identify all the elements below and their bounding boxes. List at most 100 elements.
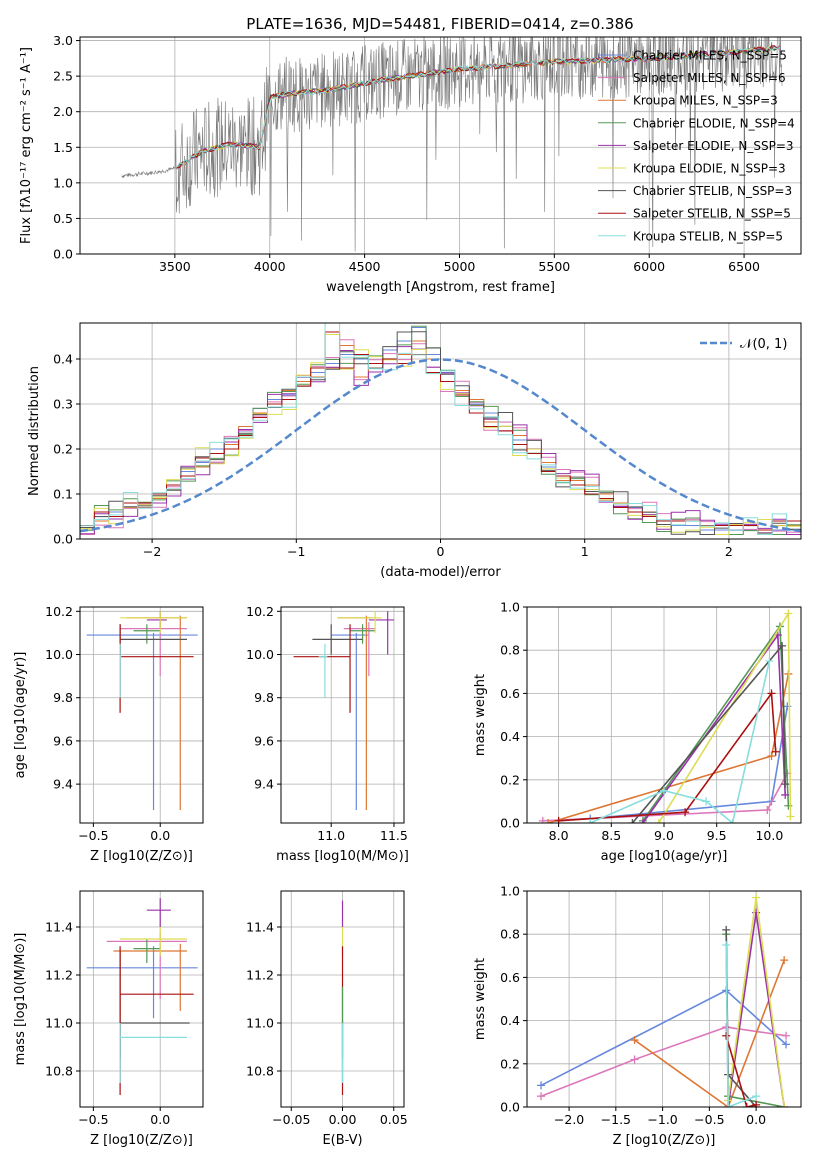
y-tick-label: 0.2	[500, 772, 520, 787]
y-tick-label: 2.0	[53, 104, 73, 119]
x-tick-label: −2.0	[554, 1112, 584, 1127]
weight-marker	[722, 1023, 731, 1032]
x-tick-label: −1.0	[647, 1112, 677, 1127]
y-tick-label: 1.5	[53, 140, 73, 155]
y-tick-label: 0.3	[53, 397, 73, 412]
y-tick-label: 11.0	[45, 1016, 73, 1031]
x-tick-label: 0	[437, 544, 445, 559]
x-tick-label: 8.0	[549, 828, 569, 843]
y-tick-label: 0.0	[53, 247, 73, 262]
x-tick-label: −0.5	[78, 828, 108, 843]
y-tick-label: 10.0	[246, 647, 274, 662]
axes-frame	[79, 36, 802, 255]
weight-line	[540, 1026, 787, 1097]
panel-3: 11.0 11.5 9.4 9.6 9.8 10.0 10.2 mass [log10(M/M…	[246, 604, 409, 864]
weight-marker	[630, 1055, 639, 1064]
grid-5	[80, 891, 203, 1107]
x-tick-label: −0.5	[694, 1112, 724, 1127]
legend: 𝒩(0, 1)	[700, 337, 787, 352]
weight-marker	[722, 941, 731, 949]
weight-line	[725, 1035, 757, 1107]
weight-marker	[765, 657, 774, 665]
y-tick-label: 9.4	[53, 777, 73, 792]
y-tick-label: 9.6	[254, 733, 274, 748]
panel-4: 8.0 8.5 9.0 9.5 10.0 0.0 0.2 0.4 0.6 0.8 1.0 age [l…	[473, 600, 802, 864]
weight-marker	[767, 689, 776, 698]
x-tick-label: 0.05	[380, 1112, 408, 1127]
legend-entry: Chabrier MILES, N_SSP=5	[633, 49, 787, 63]
plot-area-4	[538, 609, 795, 823]
weight-marker	[537, 1081, 546, 1090]
legend: Chabrier MILES, N_SSP=5 Salpeter MILES, N…	[598, 49, 795, 243]
x-tick-label: 9.0	[654, 828, 674, 843]
x-tick-label: 6500	[728, 259, 760, 274]
x-axis-label: (data-model)/error	[380, 565, 501, 580]
y-tick-label: 0.1	[53, 487, 73, 502]
weight-marker	[681, 808, 690, 817]
y-tick-label: 10.0	[45, 647, 73, 662]
weight-line	[547, 673, 790, 823]
legend-entry: Kroupa ELODIE, N_SSP=3	[633, 162, 786, 176]
x-tick-label: 0.0	[150, 1112, 170, 1127]
y-tick-label: 0.4	[500, 729, 520, 744]
x-tick-label: 11.0	[317, 828, 345, 843]
x-tick-label: 10.0	[755, 828, 783, 843]
x-tick-label: 0.0	[746, 1112, 766, 1127]
x-axis-label: age [log10(age/yr)]	[601, 849, 728, 864]
weight-marker	[538, 816, 547, 823]
y-tick-label: 2.5	[53, 69, 73, 84]
y-tick-label: 0.0	[53, 532, 73, 547]
x-tick-label: −2	[143, 544, 161, 559]
weight-marker	[752, 1092, 761, 1101]
x-axis-label: wavelength [Angstrom, rest frame]	[326, 280, 555, 295]
x-tick-label: 8.5	[601, 828, 621, 843]
weight-marker	[781, 790, 790, 799]
y-tick-label: 11.4	[45, 920, 73, 935]
x-tick-label: 4500	[349, 259, 381, 274]
x-tick-label: 11.5	[380, 828, 408, 843]
x-axis-label: E(B-V)	[322, 1133, 362, 1148]
histogram-kroupa-stelib	[80, 323, 801, 535]
weight-line	[540, 989, 787, 1087]
y-tick-label: 3.0	[53, 33, 73, 48]
y-tick-label: 0.4	[500, 1013, 520, 1028]
y-axis-label: Flux [fλ10⁻¹⁷ erg cm⁻² s⁻¹ A⁻¹]	[19, 47, 34, 244]
weight-marker	[638, 819, 647, 823]
weight-marker	[780, 956, 789, 965]
weight-marker	[724, 1103, 733, 1107]
y-tick-label: 0.2	[500, 1056, 520, 1071]
weight-marker	[763, 806, 772, 815]
x-tick-label: 3500	[159, 259, 191, 274]
y-tick-label: 11.0	[246, 1016, 274, 1031]
panel-2: −0.5 0.0 9.4 9.6 9.8 10.0 10.2 Z [log10(Z/Z⊙)] a…	[13, 604, 204, 864]
x-tick-label: −1.5	[601, 1112, 631, 1127]
weight-marker	[742, 1103, 751, 1107]
panel-7: −2.0 −1.5 −1.0 −0.5 0.0 0.0 0.2 0.4 0.6 0.8 1.0 Z […	[473, 884, 802, 1148]
y-tick-label: 9.4	[254, 777, 274, 792]
y-tick-label: 9.8	[254, 690, 274, 705]
y-tick-label: 10.8	[246, 1064, 274, 1079]
weight-marker	[544, 819, 553, 823]
x-axis-label: mass [log10(M/M⊙)]	[276, 849, 409, 864]
weight-marker	[782, 1040, 791, 1049]
weight-marker	[781, 780, 790, 789]
weight-marker	[628, 819, 637, 823]
plot-area-1	[80, 323, 801, 535]
weight-marker	[782, 1031, 791, 1040]
weight-marker	[537, 1092, 546, 1101]
weight-marker	[660, 786, 668, 795]
y-tick-label: 1.0	[53, 175, 73, 190]
gaussian-curve	[80, 358, 801, 533]
x-tick-label: 9.5	[707, 828, 727, 843]
x-tick-label: 6000	[633, 259, 665, 274]
legend-entry: Chabrier ELODIE, N_SSP=4	[633, 116, 795, 130]
x-tick-label: 4000	[254, 259, 286, 274]
legend-entry: 𝒩(0, 1)	[740, 337, 787, 352]
y-axis-label: Normed distribution	[27, 366, 42, 496]
y-tick-label: 11.2	[246, 968, 274, 983]
weight-marker	[786, 812, 795, 821]
x-tick-label: 5500	[538, 259, 570, 274]
x-tick-label: −0.5	[78, 1112, 108, 1127]
y-tick-label: 0.8	[500, 643, 520, 658]
